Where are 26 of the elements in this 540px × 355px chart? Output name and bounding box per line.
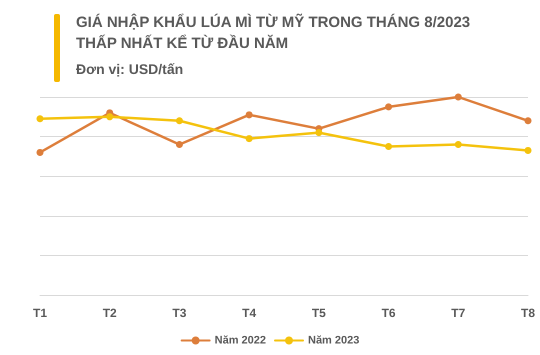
point: [176, 141, 183, 148]
x-tick-label: T2: [102, 306, 118, 320]
x-tick-label: T7: [451, 306, 466, 320]
point: [524, 146, 532, 154]
x-tick-label: T8: [520, 306, 536, 320]
x-tick-label: T1: [32, 306, 48, 320]
point: [36, 115, 44, 122]
point: [106, 113, 114, 120]
point: [454, 141, 462, 148]
x-tick-label: T6: [382, 306, 396, 320]
x-tick-label: T4: [242, 306, 256, 320]
point: [246, 111, 253, 118]
point: [36, 148, 44, 156]
legend-label: Năm 2023: [308, 334, 360, 346]
point: [246, 135, 253, 142]
point: [385, 103, 392, 110]
x-tick-label: T3: [172, 306, 187, 320]
chart-title: GIÁ NHẬP KHẨU LÚA MÌ TỪ MỸ TRONG THÁNG 8/2023 THẤP NHẤT KỂ TỪ ĐẦU NĂM: [76, 12, 472, 54]
chart-subtitle: Đơn vị: USD/tấn: [76, 61, 184, 77]
point: [176, 117, 183, 124]
point: [315, 129, 322, 136]
legend-label: Năm 2022: [214, 334, 266, 346]
point: [385, 143, 392, 150]
point: [524, 117, 532, 124]
point: [454, 94, 462, 100]
x-tick-label: T5: [312, 306, 326, 320]
